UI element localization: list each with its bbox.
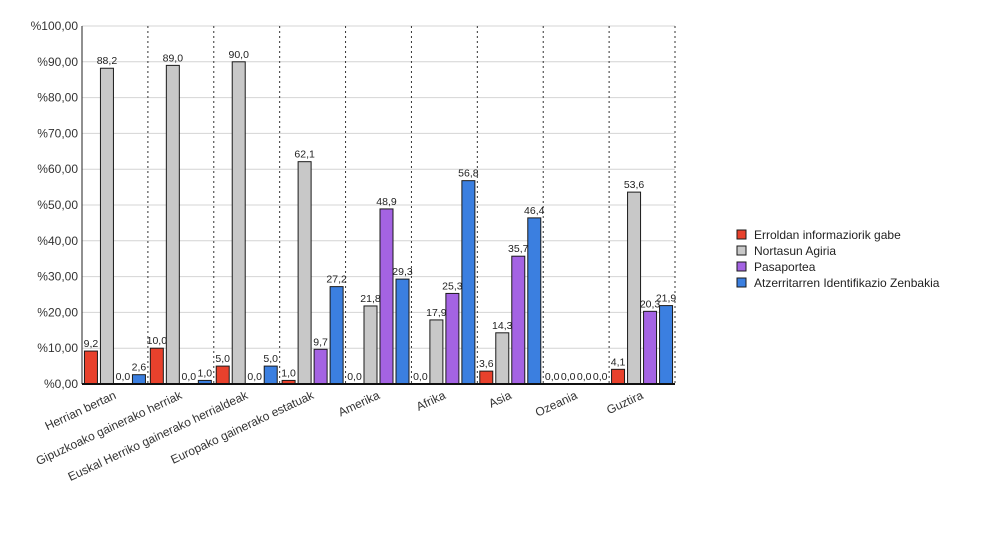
data-label: 0,0 xyxy=(593,371,608,383)
category-label: Ozeania xyxy=(533,388,580,420)
data-label: 89,0 xyxy=(163,52,184,64)
data-label: 0,0 xyxy=(413,371,428,383)
legend-swatch xyxy=(736,245,747,256)
data-label: 3,6 xyxy=(479,358,494,370)
data-label: 14,3 xyxy=(492,320,513,332)
y-tick-label: %80,00 xyxy=(37,91,78,105)
data-label: 29,3 xyxy=(392,266,413,278)
data-label: 27,2 xyxy=(326,274,347,286)
label-layer: 9,288,20,02,610,089,00,0 1,05,090,00,05,0… xyxy=(84,49,677,383)
bar xyxy=(215,365,230,385)
data-label: 48,9 xyxy=(376,196,397,208)
bar xyxy=(99,67,114,385)
data-label: 1,0 xyxy=(281,367,296,379)
bar xyxy=(479,370,494,385)
data-label: 56,8 xyxy=(458,168,479,180)
data-label: 21,8 xyxy=(360,293,381,305)
y-tick-label: %60,00 xyxy=(37,162,78,176)
y-tick-label: %100,00 xyxy=(31,19,79,33)
bar xyxy=(445,292,460,385)
y-tick-label: %20,00 xyxy=(37,305,78,319)
bar xyxy=(131,374,146,385)
bar xyxy=(429,319,444,385)
data-label: 0,0 xyxy=(577,371,592,383)
bar xyxy=(461,180,476,385)
y-tick-label: %40,00 xyxy=(37,234,78,248)
legend-swatch xyxy=(736,229,747,240)
legend-label: Nortasun Agiria xyxy=(754,244,836,258)
bar xyxy=(511,255,526,385)
bar-layer xyxy=(83,61,674,385)
bar xyxy=(363,305,378,385)
data-label: 5,0 xyxy=(263,353,278,365)
category-label: Afrika xyxy=(414,388,448,414)
bar xyxy=(611,368,626,385)
data-label: 0,0 xyxy=(347,371,362,383)
legend: Erroldan informaziorik gabe Nortasun Agir… xyxy=(736,228,940,290)
data-label: 35,7 xyxy=(508,243,529,255)
data-label: 46,4 xyxy=(524,205,545,217)
y-tick-label: %30,00 xyxy=(37,270,78,284)
bar xyxy=(165,64,180,385)
bar xyxy=(627,191,642,385)
data-label: 9,7 xyxy=(313,336,328,348)
legend-swatch xyxy=(736,261,747,272)
bar xyxy=(329,286,344,385)
data-label: 0,0 xyxy=(116,371,131,383)
bar xyxy=(297,161,312,385)
bar xyxy=(231,61,246,385)
legend-swatch xyxy=(736,277,747,288)
data-label: 10,0 xyxy=(147,335,168,347)
bar xyxy=(495,332,510,385)
bar xyxy=(313,348,328,385)
data-label: 25,3 xyxy=(442,280,463,292)
bar xyxy=(379,208,394,385)
bar xyxy=(659,305,674,385)
data-label: 0,0 xyxy=(561,371,576,383)
legend-label: Pasaportea xyxy=(754,260,816,274)
data-label: 88,2 xyxy=(97,55,118,67)
y-tick-label: %70,00 xyxy=(37,126,78,140)
legend-label: Erroldan informaziorik gabe xyxy=(754,228,901,242)
data-label: 21,9 xyxy=(656,293,677,305)
bar xyxy=(83,350,98,385)
grid-layer xyxy=(82,25,676,384)
bar xyxy=(527,217,542,385)
data-label: 0,0 xyxy=(182,371,197,383)
data-label: 17,9 xyxy=(426,307,447,319)
data-label: 2,6 xyxy=(132,362,147,374)
category-label: Guztira xyxy=(604,388,645,417)
data-label: 9,2 xyxy=(84,338,99,350)
y-tick-label: %10,00 xyxy=(37,341,78,355)
category-label: Amerika xyxy=(336,388,382,419)
data-label: 1,0 xyxy=(198,367,213,379)
bar xyxy=(643,310,658,385)
axis-layer: %0,00 %10,00 %20,00 %30,00 %40,00 %50,00 %60,0… xyxy=(31,19,675,484)
data-label: 0,0 xyxy=(545,371,560,383)
data-label: 90,0 xyxy=(229,49,250,61)
y-tick-label: %50,00 xyxy=(37,198,78,212)
data-label: 62,1 xyxy=(294,149,315,161)
category-label: Asia xyxy=(486,388,513,411)
y-tick-label: %90,00 xyxy=(37,55,78,69)
bar xyxy=(263,365,278,385)
data-label: 4,1 xyxy=(611,356,626,368)
data-label: 20,3 xyxy=(640,298,661,310)
data-label: 5,0 xyxy=(215,353,230,365)
data-label: 53,6 xyxy=(624,179,645,191)
bar xyxy=(149,347,164,385)
data-label: 0,0 xyxy=(247,371,262,383)
legend-label: Atzerritarren Identifikazio Zenbakia xyxy=(754,276,940,290)
bar xyxy=(395,278,410,385)
y-tick-label: %0,00 xyxy=(44,377,78,391)
